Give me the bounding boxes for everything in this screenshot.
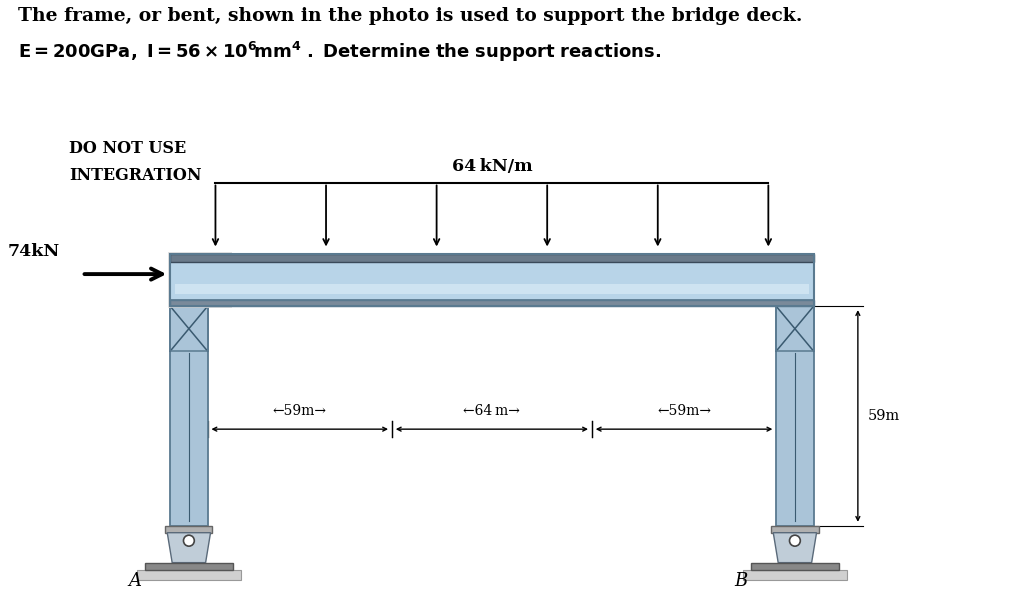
Text: 59m: 59m [868,409,900,423]
Bar [771,526,818,533]
Bar [171,255,813,306]
Bar [176,284,808,295]
Text: DO NOT USE: DO NOT USE [69,140,186,156]
Polygon shape [167,533,211,563]
Text: ←59m→: ←59m→ [272,404,327,418]
Text: A: A [128,572,141,590]
Bar [171,306,208,351]
Bar [144,563,233,570]
Bar [776,306,813,526]
Text: 64 kN/m: 64 kN/m [452,158,532,174]
Text: B: B [735,572,748,590]
Text: The frame, or bent, shown in the photo is used to support the bridge deck.: The frame, or bent, shown in the photo i… [18,7,802,25]
Bar [743,570,847,580]
Bar [169,252,232,308]
Bar [171,255,813,262]
Text: 74kN: 74kN [8,243,61,260]
Polygon shape [773,533,816,563]
Circle shape [789,535,800,546]
Text: ←59m→: ←59m→ [657,404,711,418]
Bar [171,306,208,526]
Bar [137,570,241,580]
Bar [171,300,813,306]
Circle shape [184,535,195,546]
Text: INTEGRATION: INTEGRATION [69,167,202,184]
Text: $\mathbf{E = 200GPa,\ I = 56 \times 10^6\!}$$\mathit{\mathbf{mm}}$$\mathbf{^4\ .: $\mathbf{E = 200GPa,\ I = 56 \times 10^6… [18,40,661,64]
Bar [751,563,839,570]
Text: ←64 m→: ←64 m→ [463,404,521,418]
Bar [171,262,813,300]
Bar [776,306,813,351]
Bar [165,526,213,533]
